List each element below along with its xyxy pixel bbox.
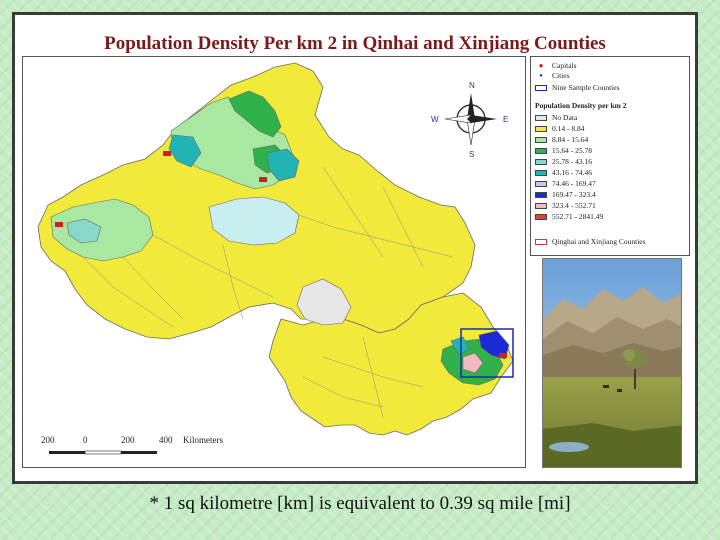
capital-icon: ● xyxy=(538,61,544,70)
legend-class: 169.47 - 323.4 xyxy=(535,190,596,199)
scale-tick-4: 400 xyxy=(159,435,173,445)
density-band-urumqi xyxy=(266,148,300,182)
legend-row-capitals: ● Capitals xyxy=(535,61,577,70)
capital-marker-north xyxy=(163,151,171,156)
legend-label: Cities xyxy=(552,71,570,80)
legend-class: 552.71 - 2841.49 xyxy=(535,212,603,221)
scale-tick-2: 0 xyxy=(83,435,88,445)
scale-unit: Kilometers xyxy=(183,435,223,445)
capital-marker-urumqi xyxy=(259,177,267,182)
compass-s: S xyxy=(469,150,474,159)
footnote-caption: * 1 sq kilometre [km] is equivalent to 0… xyxy=(149,493,571,514)
density-band-dark-green xyxy=(228,90,282,138)
capital-marker-xining xyxy=(499,353,507,358)
mountain-landscape-photo xyxy=(543,259,681,467)
legend-row-cities: ● Cities xyxy=(535,71,570,80)
legend-label: Nine Sample Counties xyxy=(552,83,620,92)
map-title: Population Density Per km 2 in Qinhai an… xyxy=(104,33,606,54)
density-band-east-pink xyxy=(462,352,484,374)
legend-class: 43.16 - 74.46 xyxy=(535,168,592,177)
outline-swatch xyxy=(535,238,547,245)
legend-row-outline: Qinghai and Xinjiang Counties xyxy=(535,237,646,246)
legend-row-sample: Nine Sample Counties xyxy=(535,83,620,92)
density-band-west-2 xyxy=(66,218,102,244)
province-map: N S W E 200 0 200 400 Kilometers xyxy=(37,62,514,455)
density-band-east-teal xyxy=(450,336,470,356)
city-icon: ● xyxy=(539,72,543,79)
capital-marker-kashgar xyxy=(55,222,63,227)
density-band-west xyxy=(50,198,154,262)
compass-n: N xyxy=(469,81,475,90)
legend-label: Qinghai and Xinjiang Counties xyxy=(552,237,646,246)
legend-class: No Data xyxy=(535,113,577,122)
legend-class: 15.64 - 25.78 xyxy=(535,146,592,155)
density-band-cyan xyxy=(168,134,202,168)
scale-tick-3: 200 xyxy=(121,435,135,445)
legend-label: Capitals xyxy=(552,61,577,70)
legend-class: 0.14 - 8.84 xyxy=(535,124,585,133)
qinghai-region xyxy=(268,292,514,436)
legend-class: 323.4 - 552.71 xyxy=(535,201,596,210)
sample-county-outline xyxy=(460,328,514,378)
legend-class: 74.46 - 169.47 xyxy=(535,179,596,188)
scale-bar: 200 0 200 400 Kilometers xyxy=(41,435,223,455)
map-legend: ● Capitals ● Cities Nine Sample Counties… xyxy=(530,56,690,256)
compass-w: W xyxy=(431,115,439,124)
landscape-photo xyxy=(542,258,682,468)
sample-swatch xyxy=(535,84,547,91)
scale-tick-1: 200 xyxy=(41,435,55,445)
legend-density-title: Population Density per km 2 xyxy=(535,101,627,110)
density-band-east-blue xyxy=(478,330,510,360)
county-borders xyxy=(82,166,454,418)
legend-class: 8.84 - 15.64 xyxy=(535,135,588,144)
legend-class: 25.78 - 43.16 xyxy=(535,157,592,166)
map-panel: N S W E 200 0 200 400 Kilometers xyxy=(22,56,526,468)
compass-rose: N S W E xyxy=(431,81,508,159)
density-band-light-blue xyxy=(208,196,300,246)
no-data-area xyxy=(296,278,352,326)
compass-e: E xyxy=(503,115,508,124)
